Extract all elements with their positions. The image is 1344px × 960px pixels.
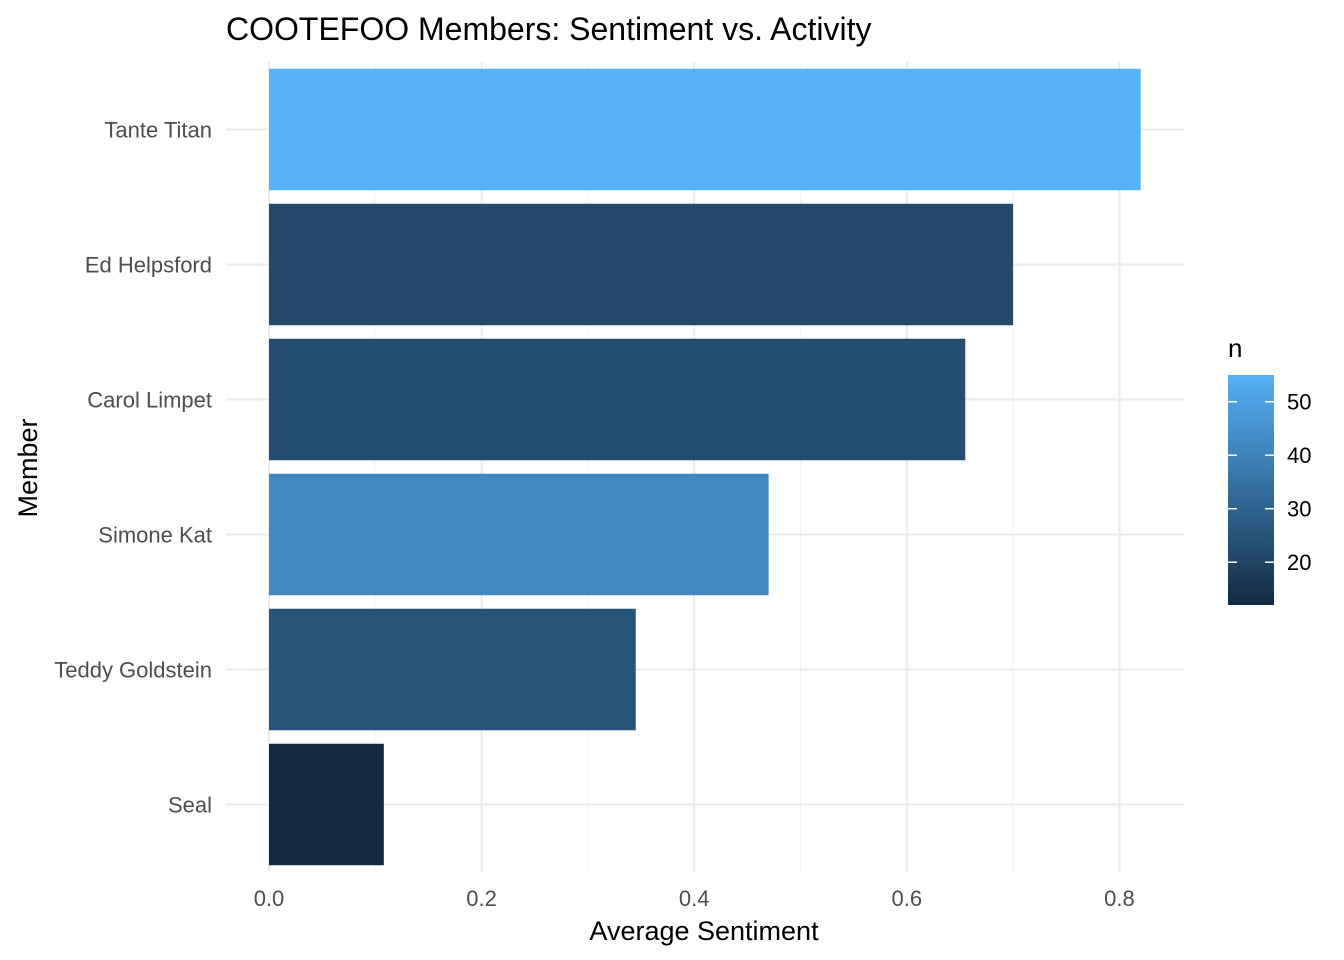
y-tick-label: Seal: [168, 793, 212, 818]
y-tick-label: Ed Helpsford: [85, 253, 212, 278]
legend-label: 40: [1287, 443, 1311, 468]
bar: [269, 608, 636, 731]
y-axis-labels: Tante Titan Ed Helpsford Carol Limpet Simon…: [54, 118, 212, 818]
y-tick-label: Simone Kat: [98, 523, 212, 548]
bar: [269, 68, 1141, 191]
x-tick-label: 0.0: [254, 886, 285, 911]
y-tick-label: Carol Limpet: [87, 388, 212, 413]
legend-label: 50: [1287, 390, 1311, 415]
x-tick-label: 0.2: [466, 886, 497, 911]
x-tick-label: 0.6: [892, 886, 923, 911]
bar: [269, 473, 769, 596]
legend-label: 20: [1287, 550, 1311, 575]
bar: [269, 743, 384, 866]
y-tick-label: Teddy Goldstein: [54, 658, 212, 683]
y-axis-title: Member: [13, 418, 43, 517]
legend-ticks: 50 40 30 20: [1228, 390, 1311, 575]
x-axis-labels: 0.0 0.2 0.4 0.6 0.8: [254, 886, 1135, 911]
legend: n 50 40 30 20: [1228, 333, 1311, 605]
chart-title: COOTEFOO Members: Sentiment vs. Activity: [226, 11, 871, 47]
x-axis-title: Average Sentiment: [589, 916, 819, 946]
bars: [269, 68, 1141, 866]
legend-label: 30: [1287, 497, 1311, 522]
y-tick-label: Tante Titan: [104, 118, 212, 143]
legend-colorbar: [1228, 375, 1274, 605]
legend-title: n: [1228, 333, 1242, 363]
x-tick-label: 0.4: [679, 886, 710, 911]
bar: [269, 338, 966, 461]
x-tick-label: 0.8: [1104, 886, 1135, 911]
bar: [269, 203, 1014, 326]
